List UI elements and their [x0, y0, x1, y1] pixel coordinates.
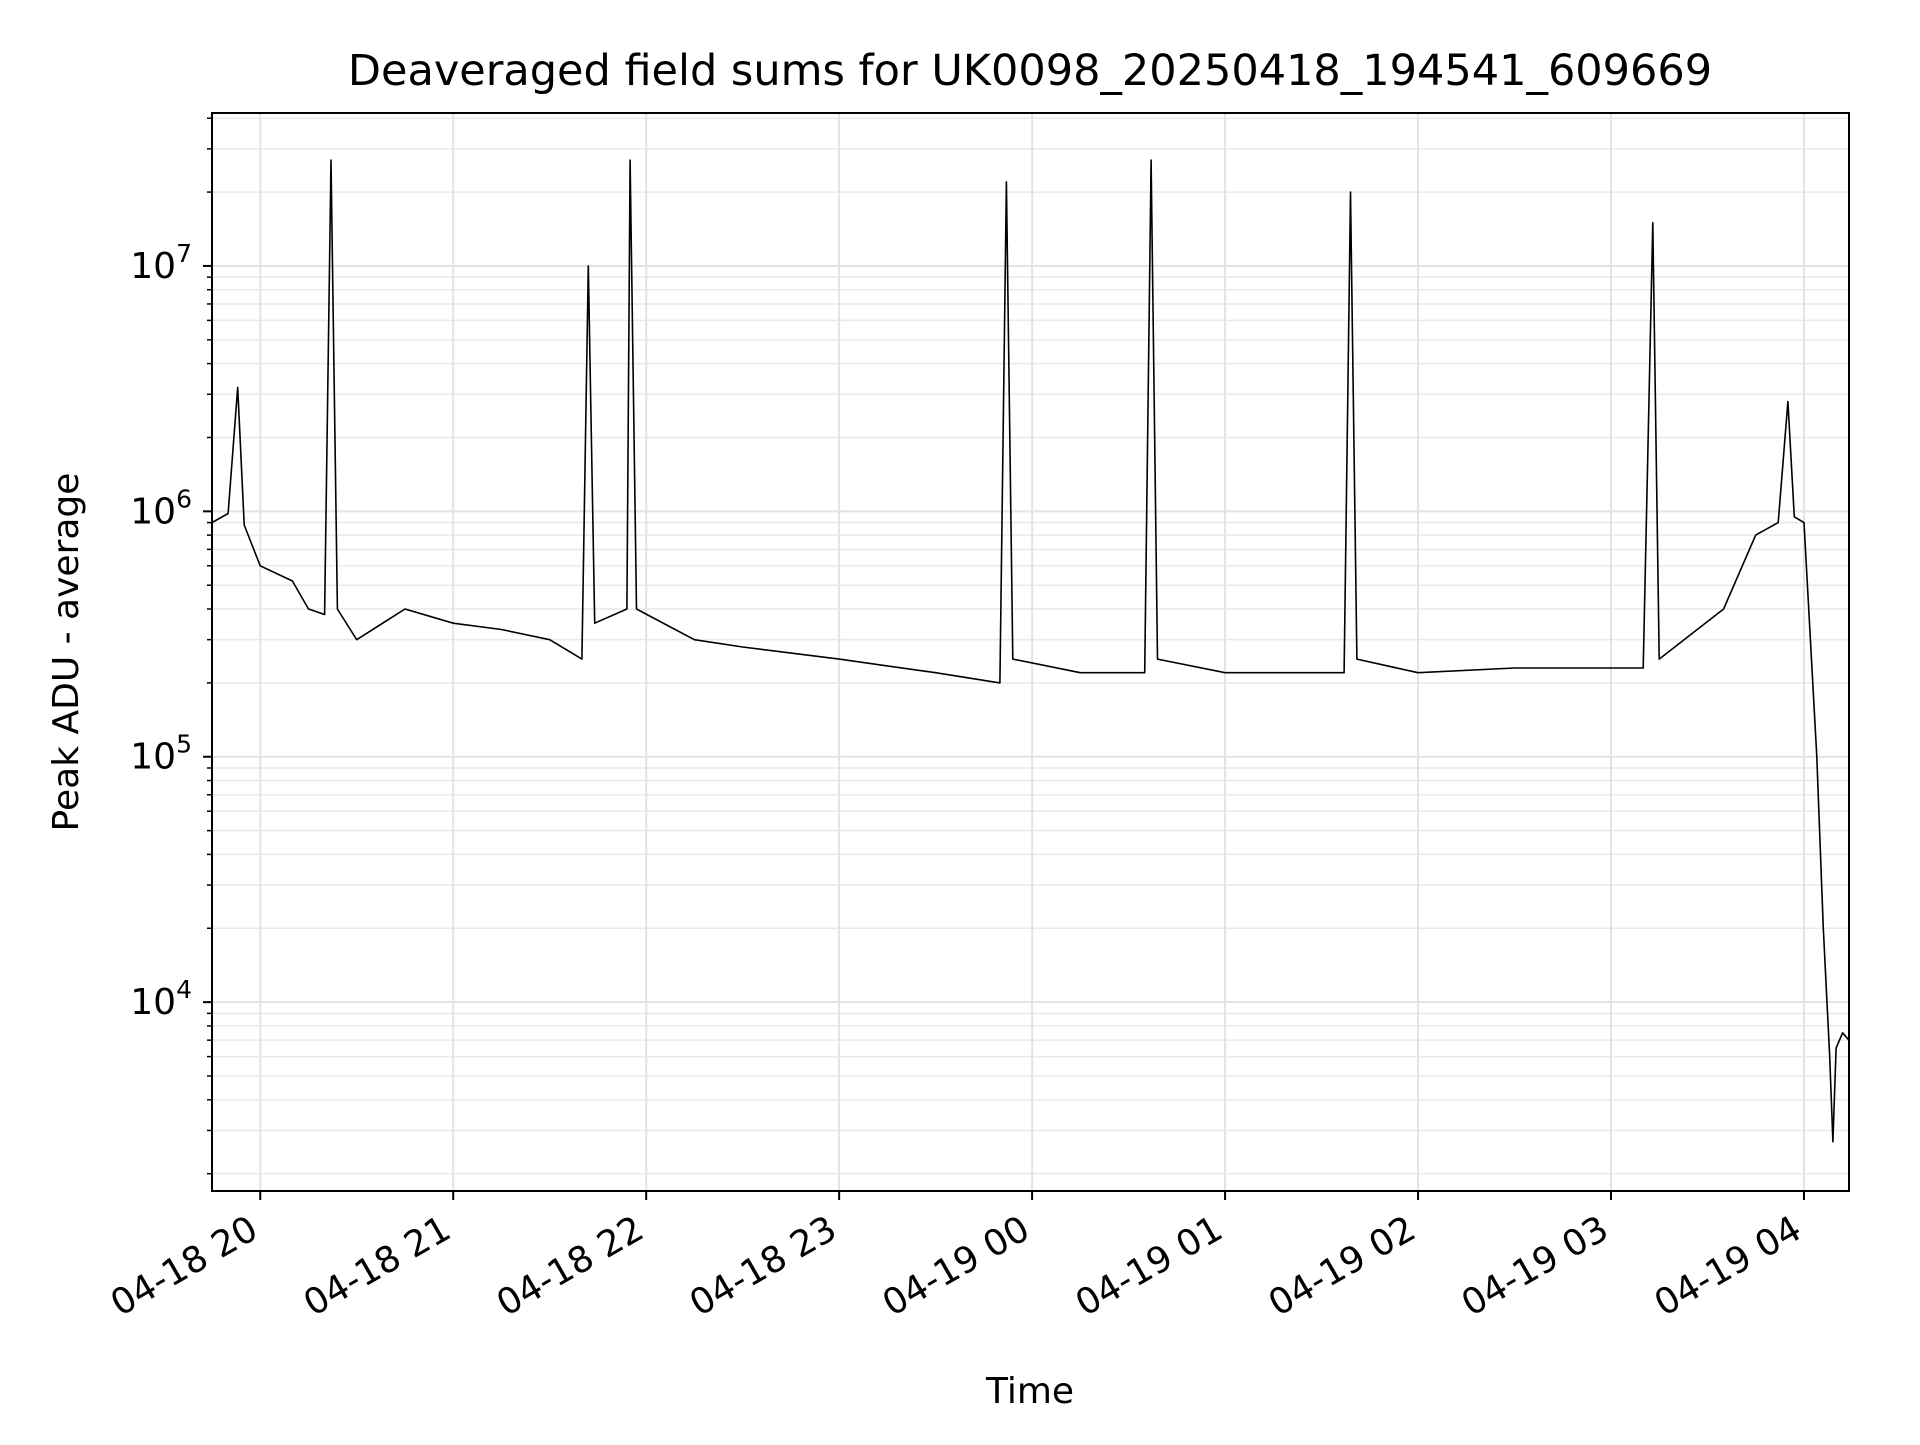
chart-title: Deaveraged field sums for UK0098_2025041…: [348, 46, 1712, 96]
grid: [212, 113, 1849, 1191]
series-line: [211, 159, 1850, 1143]
y-tick-label: 104: [130, 975, 192, 1023]
y-tick-exponent: 6: [176, 484, 192, 513]
x-axis-label: Time: [985, 1371, 1074, 1412]
y-tick-exponent: 7: [176, 239, 192, 268]
y-tick-exponent: 5: [176, 730, 192, 759]
plot-frame: [211, 112, 1850, 1192]
y-tick-exponent: 4: [176, 975, 192, 1004]
y-axis-label: Peak ADU - average: [46, 473, 87, 832]
series-layer: [211, 159, 1850, 1143]
